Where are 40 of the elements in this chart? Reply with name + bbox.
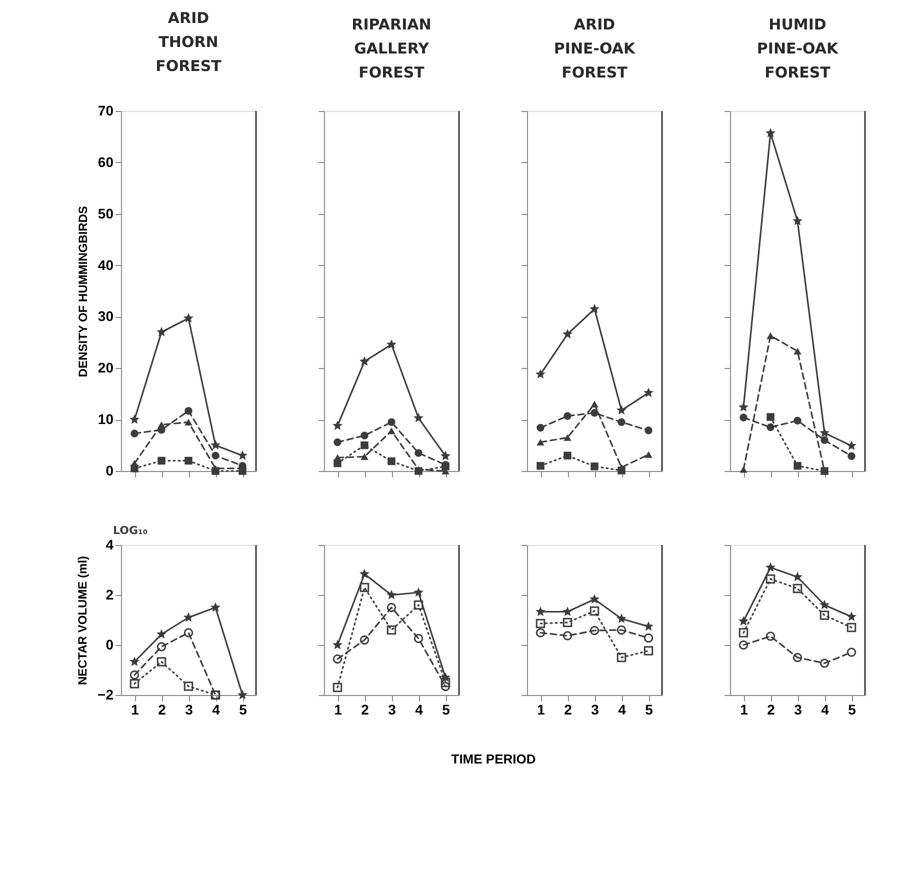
y-tick-label: −2 — [98, 686, 114, 702]
x-tick-label: 3 — [185, 702, 194, 718]
y-tick-label: 0 — [106, 636, 114, 652]
y-tick-label: 60 — [98, 154, 114, 170]
x-tick-label: 2 — [361, 702, 370, 718]
x-tick-label: 5 — [848, 702, 856, 718]
y-tick-label: 30 — [98, 308, 114, 324]
x-tick-label: 1 — [334, 702, 342, 718]
x-tick-label: 1 — [740, 702, 748, 718]
y-tick-label: 40 — [98, 256, 114, 273]
x-tick-label: 2 — [564, 702, 572, 718]
x-axis-title: TIME PERIOD — [451, 752, 536, 766]
chart-title: ARID PINE-OAK FOREST — [554, 15, 636, 82]
x-tick-label: 2 — [158, 702, 166, 718]
x-tick-label: 4 — [415, 702, 424, 718]
x-tick-label: 5 — [239, 702, 248, 718]
x-tick-label: 5 — [442, 702, 450, 718]
x-tick-label: 4 — [821, 702, 830, 718]
x-tick-label: 2 — [767, 702, 776, 718]
chart-title: ARID THORN FOREST — [156, 9, 222, 75]
x-tick-label: 3 — [591, 702, 600, 718]
x-tick-label: 4 — [618, 702, 626, 718]
x-tick-label: 3 — [388, 702, 396, 718]
y-tick-label: 70 — [98, 102, 114, 118]
y-tick-label: 4 — [106, 536, 114, 552]
x-tick-label: 4 — [212, 702, 220, 718]
x-tick-label: 1 — [537, 702, 546, 718]
y-tick-label: 20 — [98, 360, 114, 376]
x-tick-label: 5 — [645, 702, 654, 718]
y-axis-title: NECTAR VOLUME (ml) — [76, 556, 90, 686]
x-tick-label: 3 — [794, 702, 802, 718]
y-tick-label: 50 — [98, 205, 114, 222]
y-axis-title: DENSITY OF HUMMINGBIRDS — [76, 206, 90, 378]
x-tick-label: 1 — [131, 702, 140, 718]
y-tick-label: 10 — [98, 411, 114, 428]
chart-title: HUMID PINE-OAK FOREST — [756, 15, 840, 82]
y-tick-label: 2 — [106, 586, 114, 602]
chart-title: RIPARIAN GALLERY FOREST — [352, 15, 432, 82]
text: LOG₁₀ — [113, 524, 148, 537]
y-tick-label: 0 — [106, 462, 114, 478]
